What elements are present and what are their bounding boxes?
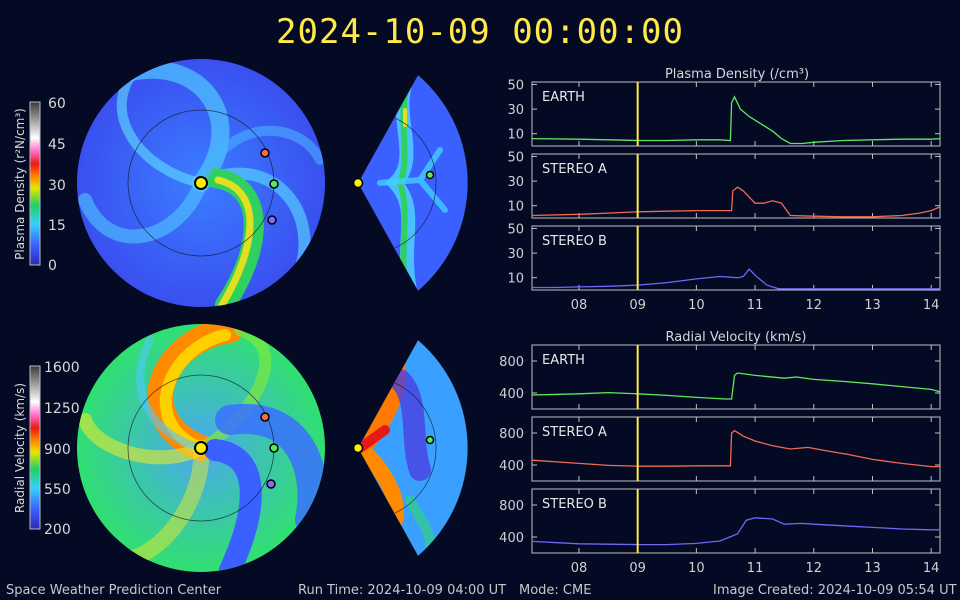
x-tick-label: 13 — [864, 298, 881, 313]
density-tick: 60 — [48, 96, 66, 112]
x-tick-label: 14 — [923, 561, 940, 576]
footer-mode: Mode: CME — [519, 583, 592, 598]
x-tick-label: 09 — [629, 561, 646, 576]
stereo-b-marker — [267, 215, 277, 225]
y-tick-label: 30 — [507, 103, 524, 118]
timestamp-title: 2024-10-09 00:00:00 — [276, 12, 684, 52]
y-tick-label: 400 — [499, 459, 524, 474]
x-tick-label: 10 — [688, 298, 705, 313]
panel-frame — [531, 81, 941, 147]
density-colorbar: Plasma Density (r²N/cm³) 60 45 30 15 0 — [13, 96, 66, 274]
y-tick-label: 400 — [499, 531, 524, 546]
velocity-chart-title: Radial Velocity (km/s) — [666, 330, 807, 345]
x-tick-label: 11 — [747, 298, 764, 313]
panel-label: STEREO A — [542, 162, 607, 177]
x-tick-label: 10 — [688, 561, 705, 576]
y-tick-label: 800 — [499, 427, 524, 442]
x-tick-label: 08 — [571, 298, 588, 313]
density-tick: 0 — [48, 258, 57, 274]
sun-icon — [352, 442, 364, 454]
panel-frame — [531, 225, 941, 291]
time-series-charts: 10 30 50 EARTH 10 30 50 STEREO A 10 30 50 STEREO B 0… — [499, 78, 941, 576]
series-line — [531, 95, 941, 145]
y-tick-label: 10 — [507, 200, 524, 215]
y-tick-label: 10 — [507, 128, 524, 143]
earth-marker — [269, 443, 279, 453]
density-meridional-wedge — [352, 74, 468, 292]
series-line — [531, 429, 940, 468]
stereo-b-marker — [266, 479, 276, 489]
x-tick-label: 12 — [806, 298, 823, 313]
density-polar-map — [77, 59, 325, 307]
series-line — [531, 372, 941, 400]
x-tick-label: 12 — [806, 561, 823, 576]
y-tick-label: 30 — [507, 247, 524, 262]
panel-label: STEREO B — [542, 234, 607, 249]
density-tick: 30 — [48, 178, 66, 194]
y-tick-label: 400 — [499, 387, 524, 402]
density-colorbar-label: Plasma Density (r²N/cm³) — [13, 108, 27, 260]
velocity-tick: 200 — [44, 522, 71, 538]
sun-icon — [194, 176, 208, 190]
velocity-tick: 550 — [44, 482, 71, 498]
panel-frame — [531, 344, 941, 410]
x-tick-label: 09 — [629, 298, 646, 313]
stereo-a-marker — [260, 412, 270, 422]
y-tick-label: 50 — [507, 222, 524, 237]
footer-image-created: Image Created: 2024-10-09 05:54 UT — [713, 583, 957, 598]
velocity-meridional-wedge — [352, 339, 468, 557]
velocity-tick: 1250 — [44, 401, 80, 417]
x-tick-label: 13 — [864, 561, 881, 576]
sun-icon — [352, 177, 364, 189]
density-tick: 45 — [48, 137, 66, 153]
y-tick-label: 50 — [507, 78, 524, 93]
panel-frame — [531, 153, 941, 219]
x-tick-label: 11 — [747, 561, 764, 576]
series-line — [531, 517, 940, 546]
y-tick-label: 30 — [507, 175, 524, 190]
y-tick-label: 50 — [507, 150, 524, 165]
velocity-tick: 900 — [44, 442, 71, 458]
panel-label: EARTH — [542, 353, 585, 368]
y-tick-label: 800 — [499, 355, 524, 370]
density-tick: 15 — [48, 218, 66, 234]
sun-icon — [194, 441, 208, 455]
density-chart-title: Plasma Density (/cm³) — [665, 67, 809, 82]
panel-frame — [531, 416, 941, 482]
velocity-polar-map — [77, 324, 325, 572]
footer-run-time: Run Time: 2024-10-09 04:00 UT — [298, 583, 507, 598]
stereo-a-marker — [260, 148, 270, 158]
y-tick-label: 800 — [499, 499, 524, 514]
panel-label: STEREO A — [542, 425, 607, 440]
velocity-tick: 1600 — [44, 360, 80, 376]
panel-label: EARTH — [542, 90, 585, 105]
earth-marker — [425, 170, 435, 180]
earth-marker — [269, 179, 279, 189]
y-tick-label: 10 — [507, 272, 524, 287]
velocity-colorbar-label: Radial Velocity (km/s) — [13, 383, 27, 513]
footer-org: Space Weather Prediction Center — [6, 583, 222, 598]
panel-label: STEREO B — [542, 497, 607, 512]
velocity-colorbar: Radial Velocity (km/s) 1600 1250 900 550… — [13, 360, 80, 538]
series-line — [532, 268, 940, 290]
series-line — [531, 186, 941, 218]
earth-marker — [425, 435, 435, 445]
x-tick-label: 14 — [923, 298, 940, 313]
x-tick-label: 08 — [571, 561, 588, 576]
panel-frame — [531, 488, 941, 554]
